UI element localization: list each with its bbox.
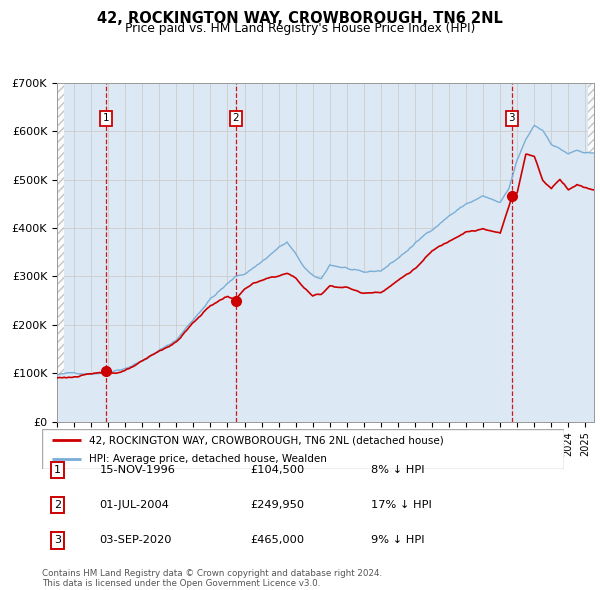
Text: 8% ↓ HPI: 8% ↓ HPI: [371, 465, 424, 474]
Text: 15-NOV-1996: 15-NOV-1996: [100, 465, 175, 474]
Text: 9% ↓ HPI: 9% ↓ HPI: [371, 536, 424, 545]
Text: 3: 3: [508, 113, 515, 123]
Text: £104,500: £104,500: [251, 465, 305, 474]
Text: 03-SEP-2020: 03-SEP-2020: [100, 536, 172, 545]
Text: £249,950: £249,950: [251, 500, 305, 510]
Text: HPI: Average price, detached house, Wealden: HPI: Average price, detached house, Weal…: [89, 454, 327, 464]
Text: 42, ROCKINGTON WAY, CROWBOROUGH, TN6 2NL (detached house): 42, ROCKINGTON WAY, CROWBOROUGH, TN6 2NL…: [89, 435, 444, 445]
Text: 42, ROCKINGTON WAY, CROWBOROUGH, TN6 2NL: 42, ROCKINGTON WAY, CROWBOROUGH, TN6 2NL: [97, 11, 503, 25]
Text: 01-JUL-2004: 01-JUL-2004: [100, 500, 169, 510]
Text: 3: 3: [54, 536, 61, 545]
Text: Contains HM Land Registry data © Crown copyright and database right 2024.
This d: Contains HM Land Registry data © Crown c…: [42, 569, 382, 588]
Text: 1: 1: [54, 465, 61, 474]
Text: 2: 2: [54, 500, 61, 510]
Text: 2: 2: [233, 113, 239, 123]
Text: 1: 1: [103, 113, 109, 123]
Text: Price paid vs. HM Land Registry's House Price Index (HPI): Price paid vs. HM Land Registry's House …: [125, 22, 475, 35]
FancyBboxPatch shape: [42, 429, 564, 469]
Text: £465,000: £465,000: [251, 536, 305, 545]
Text: 17% ↓ HPI: 17% ↓ HPI: [371, 500, 432, 510]
